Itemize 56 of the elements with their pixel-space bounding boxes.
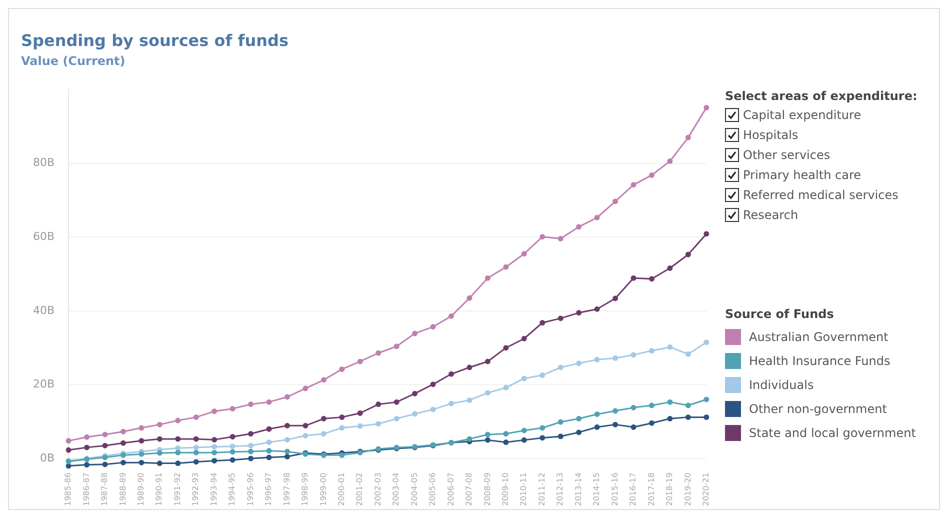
x-tick-label: 1993-94: [209, 472, 218, 506]
x-tick-label: 1995-96: [246, 472, 255, 506]
x-tick-label: 2019-20: [683, 472, 692, 506]
x-tick-label: 2001-02: [355, 472, 364, 506]
y-tick-label: 60B: [32, 230, 55, 244]
x-tick-label: 2011-12: [537, 472, 546, 506]
text: Select areas of expenditure:: [725, 89, 918, 103]
x-tick-label: 2020-21: [701, 472, 710, 506]
x-tick-label: 2010-11: [519, 472, 528, 506]
x-tick-label: 1996-97: [264, 472, 274, 506]
legend-label: Individuals: [749, 378, 814, 392]
x-tick-label: 1992-93: [191, 472, 200, 506]
chart-subtitle: Value (Current): [21, 54, 126, 68]
legend-label: State and local government: [749, 426, 916, 440]
y-tick-label: 0B: [40, 451, 55, 464]
x-tick-label: 1990-91: [154, 472, 164, 506]
x-tick-label: 1989-90: [136, 472, 146, 506]
legend-label: Health Insurance Funds: [749, 354, 890, 368]
x-tick-label: 1994-95: [228, 472, 237, 506]
x-tick-label: 2009-10: [501, 472, 510, 506]
x-tick-label: 1998-99: [300, 472, 310, 506]
x-tick-label: 1987-88: [100, 472, 110, 506]
x-tick-label: 2002-03: [373, 472, 382, 506]
x-tick-label: 2016-17: [628, 472, 638, 506]
text: Referred medical services: [743, 188, 898, 202]
text: Primary health care: [743, 168, 861, 182]
x-tick-label: 1985-86: [64, 472, 73, 506]
text: Research: [743, 208, 798, 222]
y-tick-label: 40B: [32, 304, 55, 317]
x-tick-label: 2015-16: [610, 472, 620, 506]
x-tick-label: 2018-19: [665, 472, 674, 506]
text: Other services: [743, 148, 830, 162]
x-tick-label: 2006-07: [446, 472, 456, 506]
x-tick-label: 2012-13: [556, 472, 565, 506]
x-tick-label: 2000-01: [336, 472, 346, 506]
x-tick-label: 2005-06: [428, 472, 438, 506]
x-tick-label: 2017-18: [646, 472, 656, 506]
x-tick-label: 1997-98: [282, 472, 292, 506]
text: Hospitals: [743, 128, 798, 142]
x-tick-label: 2014-15: [592, 472, 602, 506]
x-tick-label: 1988-89: [118, 472, 128, 506]
x-tick-label: 2004-05: [410, 472, 419, 506]
x-tick-label: 2013-14: [574, 472, 583, 506]
y-tick-label: 20B: [32, 378, 55, 391]
legend-label: Other non-government: [749, 402, 887, 416]
legend-label: Australian Government: [749, 330, 888, 344]
x-tick-label: 2007-08: [464, 472, 474, 506]
chart-title: Spending by sources of funds: [21, 31, 288, 50]
x-tick-label: 1999-00: [318, 472, 328, 506]
x-tick-label: 1986-87: [82, 472, 91, 506]
y-tick-label: 80B: [32, 156, 55, 170]
legend-title: Source of Funds: [725, 307, 835, 321]
text: Capital expenditure: [743, 108, 862, 122]
x-tick-label: 1991-92: [172, 472, 182, 506]
x-tick-label: 2008-09: [482, 472, 492, 506]
x-tick-label: 2003-04: [392, 472, 401, 506]
